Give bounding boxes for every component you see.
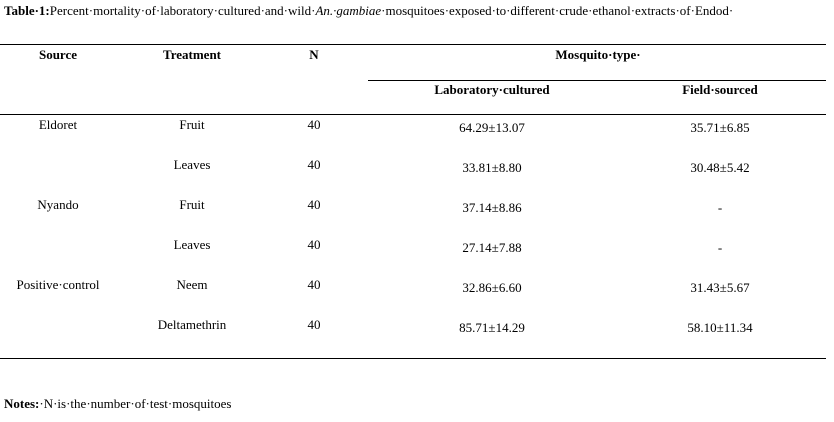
table-cell: 40 — [307, 157, 321, 172]
header-cell: N — [309, 47, 319, 62]
table-cell: 37.14±8.86 — [462, 200, 522, 215]
table-cell: 40 — [307, 317, 321, 332]
caption-rest: ·mosquitoes·exposed·to·different·crude·e… — [381, 3, 734, 18]
table-cell: Deltamethrin — [157, 317, 227, 332]
header-cell: Mosquito·type· — [555, 47, 641, 62]
table-cell: 85.71±14.29 — [459, 320, 525, 335]
table-cell: 31.43±5.67 — [690, 280, 750, 295]
caption: Table·1:Percent·mortality·of·laboratory·… — [4, 3, 733, 19]
notes-label: Notes: — [4, 396, 40, 411]
table-cell: 40 — [307, 117, 321, 132]
table-cell: 32.86±6.60 — [462, 280, 522, 295]
bottom-rule — [0, 358, 826, 359]
table-cell: 64.29±13.07 — [459, 120, 525, 135]
table-cell: Eldoret — [38, 117, 78, 132]
table-cell: 27.14±7.88 — [462, 240, 522, 255]
table-cell: - — [717, 240, 723, 255]
table-cell: 40 — [307, 277, 321, 292]
table-cell: Leaves — [173, 237, 211, 252]
notes: Notes:·N·is·the·number·of·test·mosquitoe… — [4, 396, 231, 412]
notes-text: ·N·is·the·number·of·test·mosquitoes — [39, 396, 232, 411]
caption-text: Percent·mortality·of·laboratory·cultured… — [49, 3, 316, 18]
group-rule — [368, 80, 826, 81]
header-cell: Source — [38, 47, 78, 62]
subheader-cell: Laboratory·cultured — [434, 82, 550, 97]
table-cell: Fruit — [179, 197, 205, 212]
table-cell: Positive·control — [16, 277, 100, 292]
header-rule — [0, 114, 826, 115]
caption-species: An.·gambiae — [315, 3, 382, 18]
subheader-cell: Field·sourced — [682, 82, 758, 97]
table-cell: Neem — [176, 277, 208, 292]
table-cell: Fruit — [179, 117, 205, 132]
table-cell: 40 — [307, 197, 321, 212]
table-cell: - — [717, 200, 723, 215]
table-cell: 33.81±8.80 — [462, 160, 522, 175]
table-cell: Leaves — [173, 157, 211, 172]
table-cell: 30.48±5.42 — [690, 160, 750, 175]
top-rule — [0, 44, 826, 45]
table-cell: 58.10±11.34 — [687, 320, 753, 335]
table-cell: 40 — [307, 237, 321, 252]
caption-label: Table·1: — [4, 3, 50, 18]
table-cell: Nyando — [37, 197, 79, 212]
table-cell: 35.71±6.85 — [690, 120, 750, 135]
header-cell: Treatment — [163, 47, 221, 62]
